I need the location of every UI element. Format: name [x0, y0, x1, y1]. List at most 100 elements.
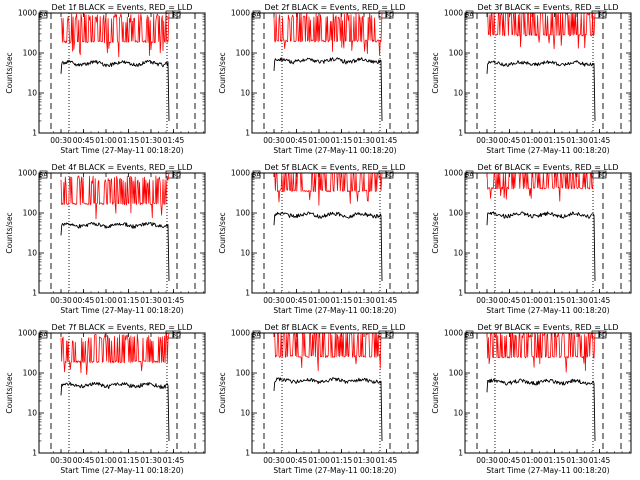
x-tick-label: 00:30	[476, 296, 498, 305]
y-axis-label: Counts/sec	[218, 52, 227, 93]
x-tick-label: 01:30	[140, 456, 162, 465]
x-tick-label: 00:30	[476, 136, 498, 145]
x-tick-label: 01:15	[331, 456, 353, 465]
event-rate-line	[486, 211, 596, 282]
x-axis-label: Start Time (27-May-11 00:18:20)	[60, 306, 183, 315]
y-tick-label: 1000	[444, 329, 463, 338]
plot-frame	[464, 172, 632, 294]
x-tick-label: 00:30	[263, 136, 285, 145]
y-tick-label: 100	[449, 49, 464, 58]
y-axis-label: Counts/sec	[431, 212, 440, 253]
y-axis-label: Counts/sec	[5, 372, 14, 413]
lld-rate-line	[487, 12, 596, 50]
saa-box-label: SD	[172, 331, 181, 339]
saa-box	[465, 330, 474, 339]
event-rate-line	[486, 60, 596, 122]
x-tick-label: 01:00	[95, 456, 117, 465]
x-axis-label: Start Time (27-May-11 00:18:20)	[60, 146, 183, 155]
x-tick-label: 01:30	[353, 136, 375, 145]
x-tick-label: 00:30	[50, 136, 72, 145]
y-tick-label: 1	[32, 289, 37, 298]
panel-title: Det 2f BLACK = Events, RED = LLD	[264, 3, 405, 12]
y-tick-label: 1000	[18, 9, 37, 18]
detector-chart-7: Det 7f BLACK = Events, RED = LLD Counts/s…	[5, 323, 206, 475]
y-tick-label: 100	[236, 49, 251, 58]
saa-box-label: SA	[252, 171, 261, 179]
x-tick-label: 01:45	[376, 296, 398, 305]
x-tick-label: 00:45	[499, 456, 521, 465]
saa-box-label: SA	[465, 331, 474, 339]
x-tick-label: 01:30	[566, 296, 588, 305]
x-axis-label: Start Time (27-May-11 00:18:20)	[273, 306, 396, 315]
saa-box-label: SA	[39, 171, 48, 179]
plot-frame	[251, 12, 419, 134]
saa-box-label: SA	[252, 331, 261, 339]
y-tick-label: 10	[27, 249, 37, 258]
saa-box	[172, 170, 181, 179]
y-tick-label: 1	[458, 129, 463, 138]
event-rate-line	[273, 211, 383, 282]
event-rate-line	[60, 59, 170, 122]
y-tick-label: 1000	[18, 169, 37, 178]
saa-box	[172, 10, 181, 19]
y-tick-label: 10	[453, 89, 463, 98]
x-tick-label: 01:15	[544, 456, 566, 465]
x-tick-label: 00:45	[286, 456, 308, 465]
y-tick-label: 100	[23, 369, 38, 378]
saa-box-label: SD	[598, 331, 607, 339]
y-tick-label: 10	[27, 409, 37, 418]
y-tick-label: 100	[23, 49, 38, 58]
x-tick-label: 00:30	[476, 456, 498, 465]
panel-title: Det 7f BLACK = Events, RED = LLD	[51, 323, 192, 332]
x-tick-label: 01:30	[566, 136, 588, 145]
y-tick-label: 10	[240, 409, 250, 418]
panel-title: Det 4f BLACK = Events, RED = LLD	[51, 163, 192, 172]
x-tick-label: 01:00	[521, 296, 543, 305]
saa-box-label: SA	[39, 11, 48, 19]
x-tick-label: 01:15	[331, 296, 353, 305]
lld-rate-line	[273, 12, 383, 56]
x-tick-label: 00:30	[50, 296, 72, 305]
detector-chart-5: Det 5f BLACK = Events, RED = LLD Counts/s…	[218, 163, 419, 315]
saa-box-label: SD	[385, 171, 394, 179]
x-tick-label: 01:00	[95, 136, 117, 145]
x-axis-label: Start Time (27-May-11 00:18:20)	[486, 306, 609, 315]
y-tick-label: 100	[236, 369, 251, 378]
detector-chart-1: Det 1f BLACK = Events, RED = LLD Counts/s…	[5, 3, 206, 155]
x-tick-label: 01:15	[118, 136, 140, 145]
x-tick-label: 01:15	[118, 456, 140, 465]
x-tick-label: 01:15	[331, 136, 353, 145]
saa-box	[252, 10, 261, 19]
x-tick-label: 01:45	[589, 136, 611, 145]
detector-chart-4: Det 4f BLACK = Events, RED = LLD Counts/s…	[5, 163, 206, 315]
detector-panel-6: Det 6f BLACK = Events, RED = LLD Counts/s…	[426, 160, 639, 320]
x-tick-label: 01:00	[308, 136, 330, 145]
lld-rate-line	[274, 332, 382, 372]
event-rate-line	[273, 57, 383, 122]
y-tick-label: 1	[245, 449, 250, 458]
y-tick-label: 1	[245, 289, 250, 298]
x-tick-label: 00:45	[73, 136, 95, 145]
x-tick-label: 01:15	[118, 296, 140, 305]
y-tick-label: 100	[236, 209, 251, 218]
x-tick-label: 01:30	[566, 456, 588, 465]
saa-box	[39, 330, 48, 339]
saa-box-label: SA	[465, 171, 474, 179]
x-tick-label: 01:45	[163, 136, 185, 145]
x-tick-label: 01:00	[521, 136, 543, 145]
x-tick-label: 01:15	[544, 296, 566, 305]
plot-frame	[38, 332, 206, 454]
plot-frame	[38, 12, 206, 134]
saa-box	[598, 330, 607, 339]
lld-rate-line	[60, 332, 170, 375]
y-tick-label: 100	[23, 209, 38, 218]
event-rate-line	[273, 377, 383, 442]
x-axis-label: Start Time (27-May-11 00:18:20)	[273, 466, 396, 475]
panel-title: Det 6f BLACK = Events, RED = LLD	[477, 163, 618, 172]
y-axis-label: Counts/sec	[218, 372, 227, 413]
y-axis-label: Counts/sec	[5, 212, 14, 253]
x-tick-label: 01:45	[163, 296, 185, 305]
saa-box-label: SD	[598, 11, 607, 19]
lld-rate-line	[486, 332, 596, 373]
x-tick-label: 01:00	[308, 456, 330, 465]
